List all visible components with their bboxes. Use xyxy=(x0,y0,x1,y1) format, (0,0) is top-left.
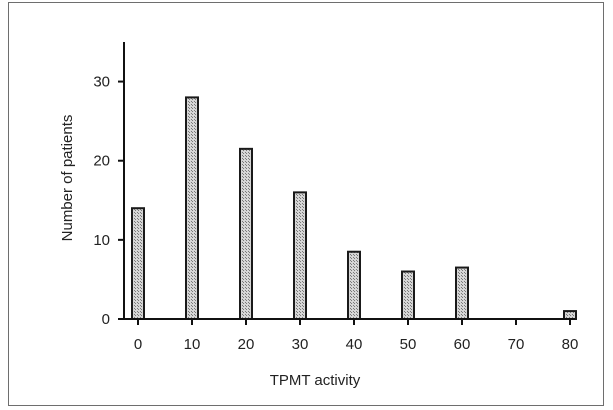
x-tick-label: 70 xyxy=(508,336,525,353)
y-tick-label: 20 xyxy=(93,153,110,170)
y-tick-label: 10 xyxy=(93,232,110,249)
bar-20 xyxy=(239,147,253,320)
y-axis-title: Number of patients xyxy=(59,115,76,242)
bar-30 xyxy=(293,191,307,320)
x-tick-label: 20 xyxy=(238,336,255,353)
x-tick-label: 60 xyxy=(454,336,471,353)
x-axis-title: TPMT activity xyxy=(270,372,361,389)
bar-10 xyxy=(185,96,199,321)
x-tick-label: 30 xyxy=(292,336,309,353)
bar-50 xyxy=(401,270,415,320)
x-tick-label: 0 xyxy=(134,336,142,353)
bar-0 xyxy=(131,207,145,320)
x-axis: 0 10 20 30 40 50 60 70 80 xyxy=(124,318,579,353)
x-tick-label: 40 xyxy=(346,336,363,353)
x-tick-label: 10 xyxy=(184,336,201,353)
x-tick-label: 80 xyxy=(562,336,579,353)
x-tick-label: 50 xyxy=(400,336,417,353)
bar-40 xyxy=(347,250,361,321)
y-tick-label: 0 xyxy=(102,311,110,328)
bar-80 xyxy=(563,310,577,321)
y-axis: 0 10 20 30 xyxy=(93,42,125,328)
bar-60 xyxy=(455,266,469,320)
bar-series xyxy=(131,96,577,321)
y-tick-label: 30 xyxy=(93,74,110,91)
